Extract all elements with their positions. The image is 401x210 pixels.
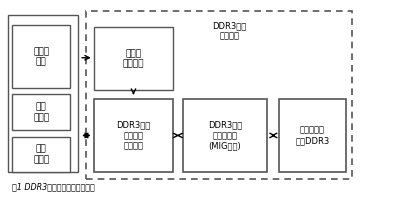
Bar xyxy=(182,99,267,172)
Text: 外部存储器
两片DDR3: 外部存储器 两片DDR3 xyxy=(295,126,329,145)
Text: DDR3存储
管理系统: DDR3存储 管理系统 xyxy=(211,21,246,40)
Bar xyxy=(12,25,70,88)
Text: 图1 DDR3存储管理系统设计框图: 图1 DDR3存储管理系统设计框图 xyxy=(12,182,95,191)
Bar xyxy=(94,99,172,172)
Text: 叠加
输出读: 叠加 输出读 xyxy=(33,145,49,164)
Text: 视频
处理写: 视频 处理写 xyxy=(33,103,49,122)
Text: 帧地址
控制模块: 帧地址 控制模块 xyxy=(123,49,144,68)
Text: 图形生
成写: 图形生 成写 xyxy=(33,47,49,66)
Bar xyxy=(12,94,70,130)
Bar xyxy=(279,99,345,172)
Text: DDR3存储
器控制模块
(MIG生成): DDR3存储 器控制模块 (MIG生成) xyxy=(207,121,242,150)
Text: DDR3用户
接口仲裁
控制模块: DDR3用户 接口仲裁 控制模块 xyxy=(116,121,150,150)
Bar xyxy=(86,10,351,178)
Bar xyxy=(12,136,70,172)
Bar xyxy=(94,27,172,90)
Bar xyxy=(8,15,78,172)
